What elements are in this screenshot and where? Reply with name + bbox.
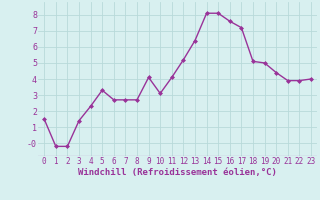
X-axis label: Windchill (Refroidissement éolien,°C): Windchill (Refroidissement éolien,°C): [78, 168, 277, 177]
